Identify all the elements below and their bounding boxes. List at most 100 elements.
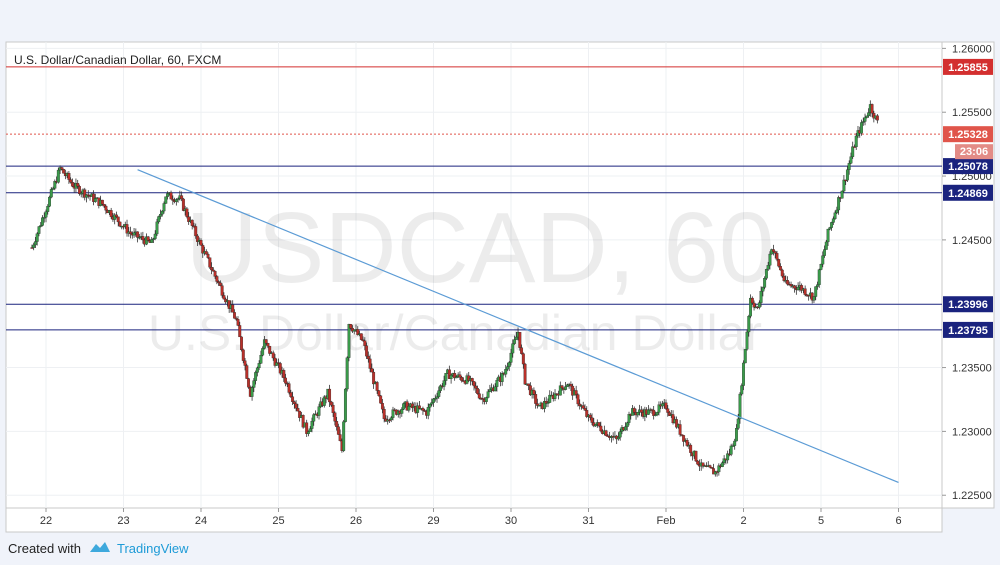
footer: Created with TradingView bbox=[8, 538, 189, 558]
candle-body bbox=[588, 414, 592, 418]
candle-body bbox=[823, 249, 826, 256]
candle-body bbox=[264, 339, 268, 344]
candle-body bbox=[565, 384, 569, 387]
candle-body bbox=[391, 409, 395, 418]
candle-body bbox=[722, 458, 726, 463]
candle-body bbox=[507, 362, 511, 367]
candle-body bbox=[720, 462, 724, 467]
candle-body bbox=[682, 435, 686, 442]
candle-body bbox=[847, 163, 851, 170]
candle-body bbox=[523, 363, 527, 385]
candle-body bbox=[493, 386, 497, 392]
candle-body bbox=[521, 353, 525, 365]
candle-body bbox=[343, 388, 347, 422]
candle-body bbox=[218, 282, 222, 286]
candle-body bbox=[558, 385, 562, 396]
candle-body bbox=[775, 253, 779, 260]
candle-body bbox=[646, 409, 650, 415]
candle-body bbox=[435, 396, 439, 399]
x-tick-label: 22 bbox=[40, 515, 52, 527]
candle-body bbox=[835, 209, 839, 214]
candle-body bbox=[238, 325, 242, 338]
candle-body bbox=[136, 231, 140, 238]
candle-body bbox=[76, 183, 80, 187]
candle-body bbox=[840, 190, 844, 199]
descending-trendline[interactable] bbox=[137, 169, 899, 484]
candle-body bbox=[849, 156, 853, 164]
price-scale bbox=[941, 41, 995, 509]
candle-body bbox=[222, 295, 226, 300]
candle-body bbox=[240, 336, 243, 351]
candle-body bbox=[190, 219, 194, 226]
candle-body bbox=[511, 343, 515, 354]
candle-body bbox=[162, 203, 166, 212]
candle-body bbox=[93, 198, 97, 202]
candle-body bbox=[113, 214, 117, 220]
candle-body bbox=[118, 221, 122, 227]
candle-body bbox=[255, 367, 259, 373]
candle-body bbox=[439, 385, 442, 391]
candle-body bbox=[851, 146, 855, 157]
chart-title: U.S. Dollar/Canadian Dollar, 60, FXCM bbox=[14, 53, 221, 67]
x-tick-label: 31 bbox=[582, 515, 594, 527]
candle-body bbox=[220, 285, 224, 296]
candle-body bbox=[426, 407, 430, 416]
candle-body bbox=[53, 181, 57, 189]
candle-body bbox=[685, 440, 689, 446]
candle-body bbox=[361, 339, 365, 341]
candle-body bbox=[460, 377, 464, 381]
candle-body bbox=[417, 405, 421, 409]
candle-body bbox=[618, 431, 622, 438]
candle-body bbox=[169, 192, 173, 200]
candle-body bbox=[234, 318, 238, 320]
x-tick-label: 5 bbox=[818, 515, 824, 527]
plot-area bbox=[5, 41, 943, 509]
candle-body bbox=[301, 415, 305, 428]
candle-body bbox=[736, 418, 740, 429]
candle-body bbox=[125, 224, 129, 234]
candle-body bbox=[759, 291, 763, 303]
candle-body bbox=[206, 254, 210, 258]
candle-body bbox=[250, 387, 254, 397]
candle-body bbox=[102, 204, 106, 207]
candle-body bbox=[779, 266, 782, 271]
candle-body bbox=[245, 365, 249, 379]
candle-body bbox=[83, 189, 87, 198]
candle-body bbox=[402, 403, 406, 410]
candle-body bbox=[201, 245, 205, 254]
countdown-label: 23:06 bbox=[960, 146, 988, 158]
candle-body bbox=[208, 257, 212, 268]
candle-body bbox=[477, 393, 481, 399]
candle-body bbox=[42, 217, 46, 219]
candle-body bbox=[432, 398, 435, 403]
candle-body bbox=[289, 392, 293, 397]
candle-body bbox=[740, 385, 744, 395]
tradingview-logo-icon[interactable] bbox=[89, 540, 111, 557]
candle-body bbox=[845, 169, 849, 181]
candle-body bbox=[865, 115, 869, 118]
candle-body bbox=[243, 360, 247, 366]
candle-body bbox=[819, 264, 823, 270]
candle-body bbox=[509, 352, 513, 363]
candle-body bbox=[227, 300, 231, 309]
candle-body bbox=[653, 414, 657, 416]
candle-body bbox=[543, 401, 546, 409]
candle-body bbox=[761, 287, 765, 292]
candle-body bbox=[347, 324, 351, 358]
candle-body bbox=[153, 233, 157, 239]
candle-body bbox=[780, 269, 784, 277]
candle-body bbox=[763, 278, 767, 288]
level-label-box bbox=[943, 184, 993, 201]
candle-body bbox=[488, 389, 492, 392]
candle-body bbox=[454, 376, 458, 379]
candle-body bbox=[389, 417, 393, 421]
candle-body bbox=[271, 352, 275, 359]
candle-body bbox=[680, 434, 684, 436]
y-tick-label: 1.24500 bbox=[952, 235, 992, 247]
candle-body bbox=[306, 431, 310, 434]
candle-body bbox=[467, 375, 471, 381]
candle-body bbox=[181, 198, 185, 211]
level-label-box bbox=[943, 296, 993, 313]
candle-body bbox=[696, 460, 700, 465]
tradingview-link[interactable]: TradingView bbox=[116, 540, 189, 556]
